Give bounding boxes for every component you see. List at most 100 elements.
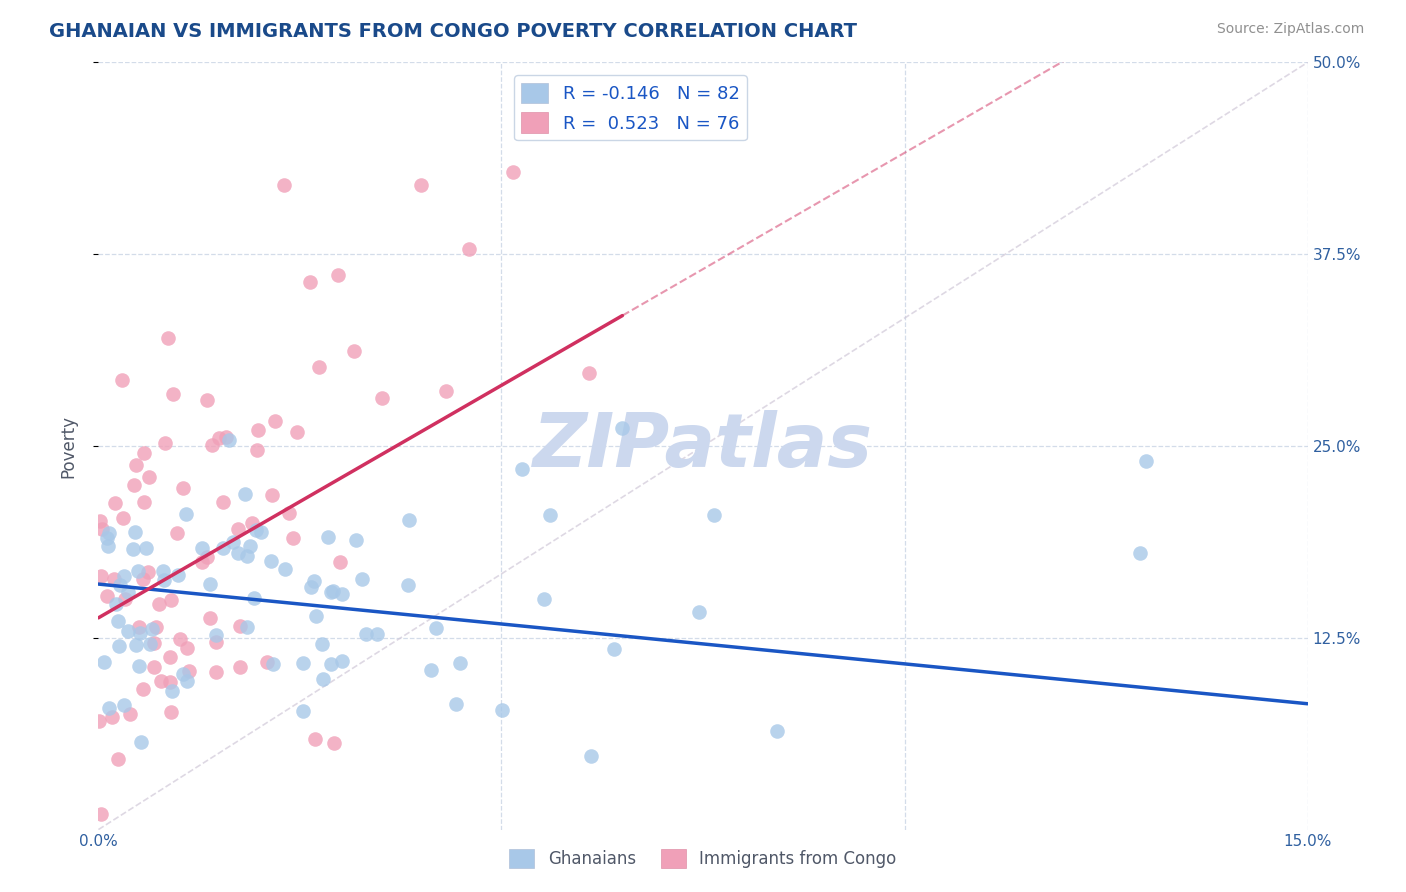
Point: [96, 531, 118, 545]
Point: [148, 597, 170, 611]
Point: [90, 568, 112, 582]
Point: [262, 657, 284, 671]
Point: [330, 654, 353, 668]
Point: [132, 495, 155, 509]
Point: [110, 578, 132, 592]
Point: [343, 344, 366, 359]
Point: [434, 384, 457, 398]
Point: [155, 435, 177, 450]
Point: [122, 541, 145, 556]
Point: [101, 709, 124, 723]
Point: [235, 549, 257, 563]
Point: [291, 656, 314, 670]
Point: [107, 614, 129, 628]
Point: [129, 735, 152, 749]
Point: [112, 569, 135, 583]
Point: [166, 525, 188, 540]
Point: [201, 438, 224, 452]
Point: [172, 481, 194, 495]
Point: [260, 554, 283, 568]
Point: [160, 705, 183, 719]
Point: [169, 632, 191, 646]
Point: [491, 703, 513, 717]
Point: [1135, 454, 1157, 468]
Point: [703, 508, 725, 523]
Point: [321, 657, 343, 671]
Point: [103, 572, 125, 586]
Point: [510, 462, 533, 476]
Point: [208, 431, 231, 445]
Point: [260, 488, 283, 502]
Point: [128, 620, 150, 634]
Point: [246, 423, 269, 437]
Point: [308, 360, 330, 375]
Point: [93, 655, 115, 669]
Point: [105, 597, 128, 611]
Point: [281, 531, 304, 545]
Point: [578, 366, 600, 380]
Point: [318, 530, 340, 544]
Point: [458, 242, 481, 256]
Point: [1129, 546, 1152, 560]
Point: [444, 697, 467, 711]
Point: [89, 514, 111, 528]
Point: [91, 522, 114, 536]
Point: [292, 704, 315, 718]
Point: [90, 807, 112, 822]
Point: [176, 641, 198, 656]
Point: [98, 701, 121, 715]
Legend: Ghanaians, Immigrants from Congo: Ghanaians, Immigrants from Congo: [503, 842, 903, 875]
Point: [278, 506, 301, 520]
Point: [98, 525, 121, 540]
Point: [239, 540, 262, 554]
Point: [330, 587, 353, 601]
Point: [195, 393, 218, 408]
Point: [157, 331, 180, 345]
Point: [240, 516, 263, 530]
Point: [136, 566, 159, 580]
Point: [141, 622, 163, 636]
Point: [172, 666, 194, 681]
Point: [200, 611, 222, 625]
Point: [135, 541, 157, 555]
Point: [274, 562, 297, 576]
Point: [612, 420, 634, 434]
Point: [218, 433, 240, 447]
Point: [87, 714, 110, 728]
Point: [205, 628, 228, 642]
Point: [302, 574, 325, 589]
Point: [328, 268, 350, 283]
Point: [533, 592, 555, 607]
Point: [273, 178, 295, 193]
Point: [150, 674, 173, 689]
Point: [129, 626, 152, 640]
Point: [152, 564, 174, 578]
Point: [132, 572, 155, 586]
Point: [132, 446, 155, 460]
Point: [322, 584, 344, 599]
Point: [766, 724, 789, 739]
Point: [398, 513, 420, 527]
Point: [107, 751, 129, 765]
Point: [111, 373, 134, 387]
Point: [114, 591, 136, 606]
Point: [226, 546, 249, 560]
Point: [108, 639, 131, 653]
Point: [212, 495, 235, 509]
Text: ZIPatlas: ZIPatlas: [533, 409, 873, 483]
Point: [419, 663, 441, 677]
Point: [204, 665, 226, 679]
Point: [212, 541, 235, 556]
Point: [243, 591, 266, 605]
Point: [96, 589, 118, 603]
Point: [250, 525, 273, 540]
Point: [366, 627, 388, 641]
Point: [162, 684, 184, 698]
Point: [143, 660, 166, 674]
Point: [285, 425, 308, 439]
Point: [579, 748, 602, 763]
Point: [117, 584, 139, 599]
Point: [396, 578, 419, 592]
Point: [112, 511, 135, 525]
Point: [131, 681, 153, 696]
